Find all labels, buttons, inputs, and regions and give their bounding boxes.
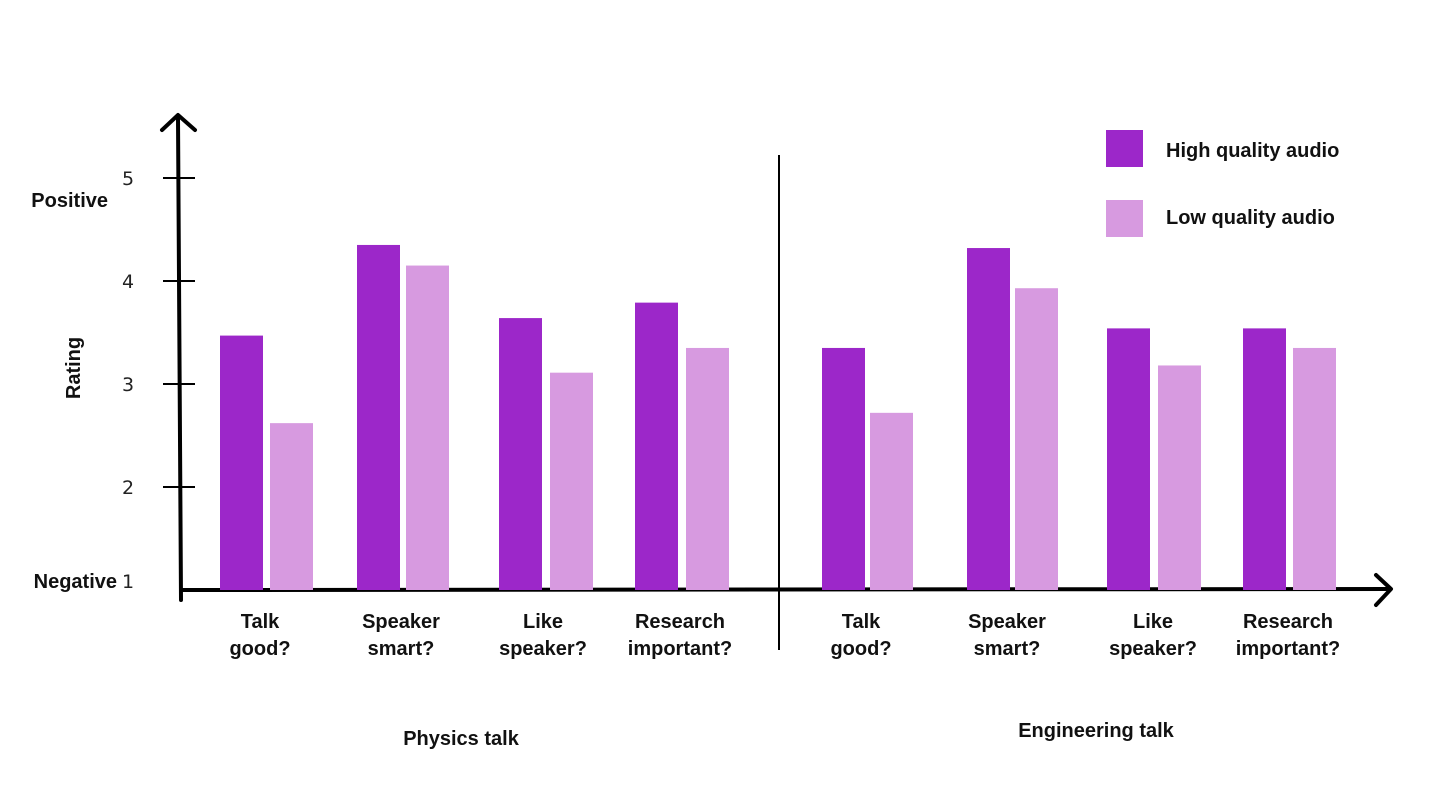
group-title: Physics talk xyxy=(403,728,520,750)
group-title: Engineering talk xyxy=(1018,720,1174,742)
bar-high-quality xyxy=(967,248,1010,591)
y-axis-arrow xyxy=(160,113,197,132)
x-tick-label: speaker? xyxy=(499,638,587,660)
bar-low-quality xyxy=(870,412,913,590)
x-tick-label: Like xyxy=(1133,611,1173,633)
y-tick-label: 4 xyxy=(122,271,134,293)
y-axis-title: Rating xyxy=(63,337,85,399)
x-tick-label: important? xyxy=(1236,638,1340,660)
bar-high-quality xyxy=(357,244,400,590)
bar-low-quality xyxy=(1293,347,1336,590)
x-tick-label: speaker? xyxy=(1109,638,1197,660)
legend-swatch-low xyxy=(1106,200,1143,237)
bar-high-quality xyxy=(499,318,542,590)
x-tick-label: Speaker xyxy=(968,611,1046,633)
bar-low-quality xyxy=(270,423,313,590)
x-tick-label: Speaker xyxy=(362,611,440,633)
y-tick-label: 5 xyxy=(122,168,134,190)
x-axis-arrow xyxy=(1374,573,1393,607)
x-tick-label: smart? xyxy=(974,638,1041,660)
x-tick-label: good? xyxy=(830,638,891,660)
legend-label-low: Low quality audio xyxy=(1166,207,1335,229)
y-tick-label: 1 xyxy=(122,571,134,593)
bar-low-quality xyxy=(686,347,729,590)
bar-low-quality xyxy=(406,265,449,590)
bar-high-quality xyxy=(635,302,678,590)
y-tick-label: 2 xyxy=(122,477,134,499)
x-tick-label: Research xyxy=(1243,611,1333,633)
y-label-positive: Positive xyxy=(31,190,108,212)
x-tick-label: Research xyxy=(635,611,725,633)
x-tick-label: Talk xyxy=(241,611,280,633)
x-tick-label: smart? xyxy=(368,638,435,660)
bar-high-quality xyxy=(1243,328,1286,590)
y-label-negative: Negative xyxy=(34,571,117,593)
x-tick-label: Talk xyxy=(842,611,881,633)
bar-high-quality xyxy=(220,335,263,590)
bar-high-quality xyxy=(1107,328,1150,590)
bar-low-quality xyxy=(550,372,593,590)
y-tick-label: 3 xyxy=(122,374,134,396)
y-axis-line xyxy=(176,116,183,602)
x-tick-label: important? xyxy=(628,638,732,660)
bar-low-quality xyxy=(1158,365,1201,590)
legend-swatch-high xyxy=(1106,130,1143,167)
legend-label-high: High quality audio xyxy=(1166,140,1339,162)
bar-low-quality xyxy=(1015,288,1058,590)
bar-high-quality xyxy=(822,347,865,590)
x-tick-label: Like xyxy=(523,611,563,633)
x-tick-label: good? xyxy=(229,638,290,660)
